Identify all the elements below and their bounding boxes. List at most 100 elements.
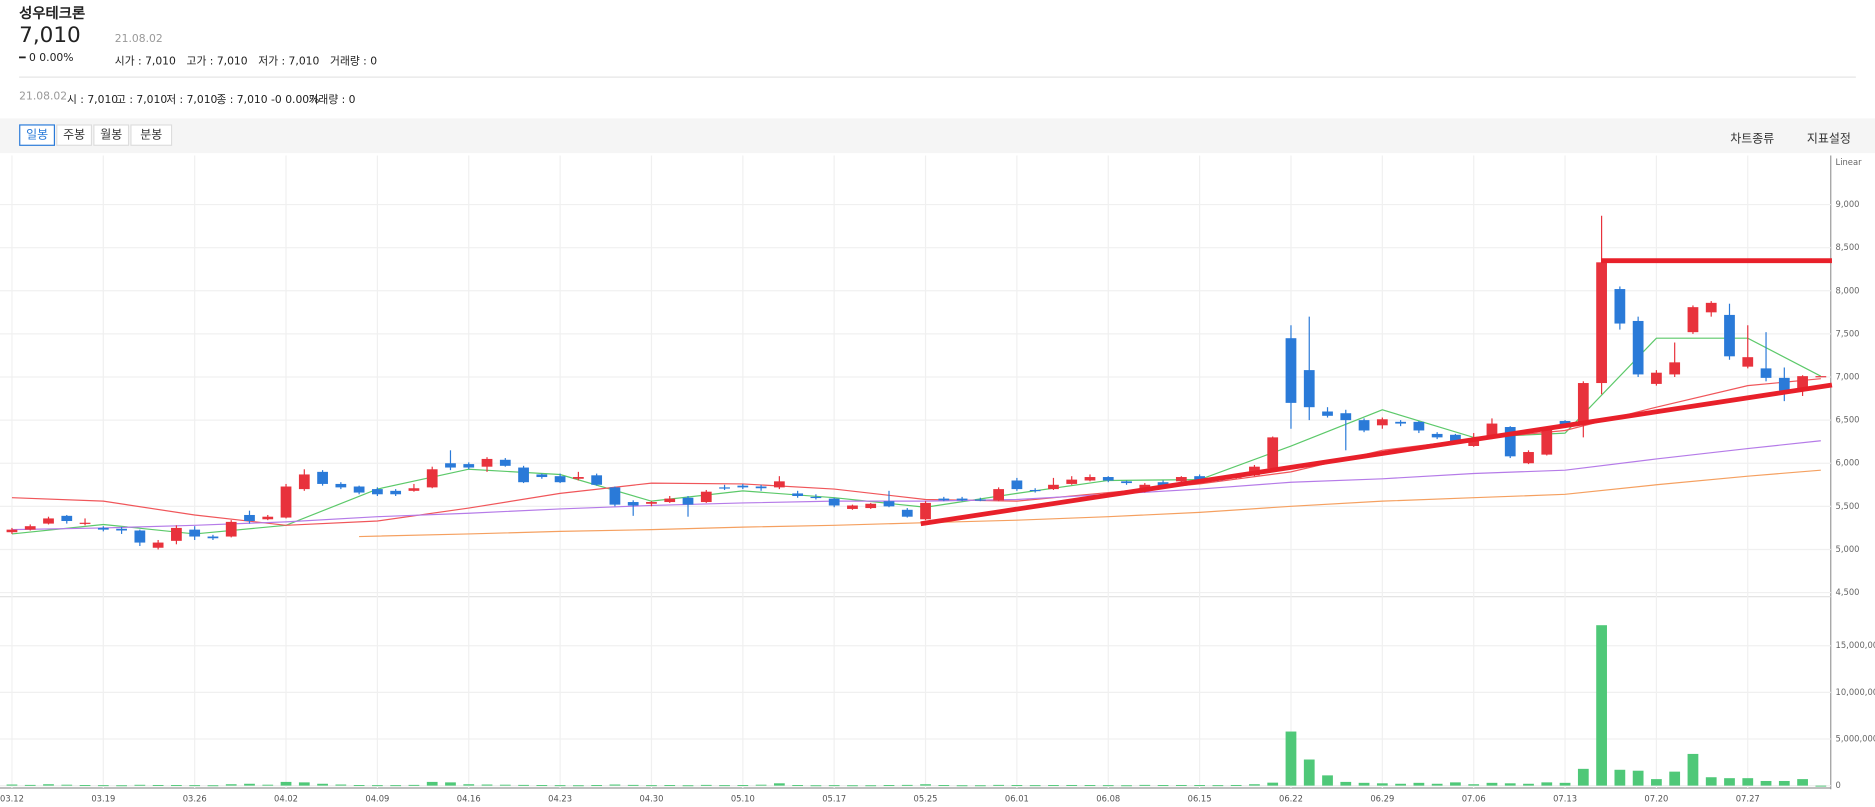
- candle-body: [810, 496, 822, 499]
- moving-average: [11, 378, 1821, 526]
- candle-body: [646, 502, 657, 504]
- volume-bar: [1230, 784, 1242, 786]
- candle-body: [1468, 439, 1480, 446]
- x-tick-label: 06.22: [1279, 793, 1303, 803]
- candle-body: [1376, 419, 1388, 426]
- volume-bar: [609, 784, 621, 786]
- candle-body: [408, 488, 420, 491]
- candle-body: [883, 501, 895, 507]
- volume-bar: [664, 785, 676, 787]
- candle-body: [1760, 368, 1772, 378]
- scale-type: Linear: [1836, 157, 1863, 167]
- volume-bar: [481, 784, 493, 786]
- high: 고가 : 7,010: [186, 56, 248, 69]
- volume-bar: [463, 784, 475, 786]
- candle-body: [755, 486, 767, 489]
- volume-bar: [1011, 785, 1023, 787]
- volume-bar: [1742, 778, 1754, 786]
- volume-bar: [810, 785, 822, 787]
- x-tick-label: 06.29: [1370, 793, 1394, 803]
- volume-bar: [1267, 782, 1279, 786]
- x-tick-label: 03.19: [91, 793, 115, 803]
- grid: 4,500 5,000 5,500 6,000 6,500 7,000 7,500 8,000…: [0, 155, 1875, 803]
- candle-body: [1285, 338, 1297, 403]
- candle-body: [1194, 476, 1205, 481]
- volume-bar: [572, 785, 584, 787]
- y-tick-label: 4,500: [1836, 587, 1860, 597]
- low: 저가 : 7,010: [258, 56, 320, 69]
- candle-body: [463, 464, 475, 468]
- candle-body: [773, 481, 785, 488]
- summary-high: 고 : 7,010: [115, 94, 168, 107]
- volume-bar: [1303, 759, 1315, 786]
- volume-bar: [938, 785, 950, 787]
- volume-bar: [1596, 625, 1607, 786]
- candle-body: [1724, 314, 1735, 357]
- candle-body: [426, 469, 438, 488]
- candle-body: [1322, 411, 1333, 416]
- volume-bar: [1395, 783, 1406, 786]
- volume: 거래량 : 0: [330, 56, 378, 69]
- volume-bar: [1468, 784, 1480, 786]
- candle-body: [847, 505, 858, 509]
- volume-bar: [646, 785, 657, 787]
- volume-tick-label: 10,000,000: [1836, 687, 1875, 697]
- trend-line: [920, 382, 1833, 527]
- x-tick-label: 03.26: [183, 793, 207, 803]
- volume-bar: [1632, 770, 1644, 786]
- candle-body: [1614, 289, 1626, 324]
- candle-body: [1541, 428, 1553, 455]
- volume-bar: [1175, 784, 1187, 786]
- candle-body: [1742, 357, 1754, 367]
- volume-bar: [1358, 782, 1370, 786]
- period-day[interactable]: 일봉: [19, 124, 56, 146]
- volume-bar: [682, 785, 694, 787]
- volume-bar: [993, 784, 1005, 786]
- volume-bar: [24, 784, 36, 786]
- volume-bar: [737, 785, 749, 787]
- candle-body: [1669, 362, 1681, 375]
- y-tick-label: 5,000: [1836, 544, 1860, 554]
- volume-bar: [792, 785, 804, 787]
- volume-bar: [1687, 753, 1699, 786]
- candle-body: [572, 477, 584, 479]
- candle-body: [627, 502, 639, 506]
- volume-bar: [1651, 779, 1662, 786]
- candle-body: [1029, 489, 1041, 492]
- x-tick-label: 07.20: [1644, 793, 1668, 803]
- x-tick-label: 03.12: [0, 793, 24, 803]
- volume-bar: [773, 783, 785, 786]
- candle-body: [24, 526, 36, 530]
- volume-bar: [828, 785, 840, 787]
- period-minute[interactable]: 분봉: [130, 124, 173, 146]
- volume-bar: [499, 784, 511, 786]
- volume-bar: [518, 784, 529, 786]
- period-week[interactable]: 주봉: [56, 124, 93, 146]
- moving-average: [11, 440, 1821, 531]
- candle-body: [974, 499, 986, 501]
- volume-bar: [719, 785, 730, 787]
- indicator-menu[interactable]: 지표설정: [1806, 132, 1851, 146]
- candle-body: [481, 458, 493, 467]
- volume-bar: [536, 785, 548, 787]
- stock-name: 성우테크론: [19, 4, 86, 22]
- candle-body: [1450, 434, 1461, 442]
- candle-body: [938, 498, 950, 501]
- candle-body: [244, 514, 255, 522]
- volume-bar: [116, 785, 127, 787]
- candle-body: [1102, 477, 1114, 481]
- period-month[interactable]: 월봉: [93, 124, 130, 146]
- candle-body: [43, 518, 54, 524]
- moving-average: [359, 469, 1821, 538]
- chart-type-menu[interactable]: 차트종류: [1730, 132, 1775, 146]
- y-tick-label: 7,000: [1836, 372, 1860, 382]
- volume-bar: [1577, 768, 1589, 786]
- candle-body: [262, 516, 274, 520]
- volume-bar: [244, 783, 255, 786]
- volume-bar: [171, 785, 182, 787]
- summary-low: 저 : 7,010: [166, 94, 218, 107]
- volume-bar: [152, 784, 164, 786]
- volume-bar: [1212, 785, 1224, 787]
- volume-bar: [700, 784, 712, 786]
